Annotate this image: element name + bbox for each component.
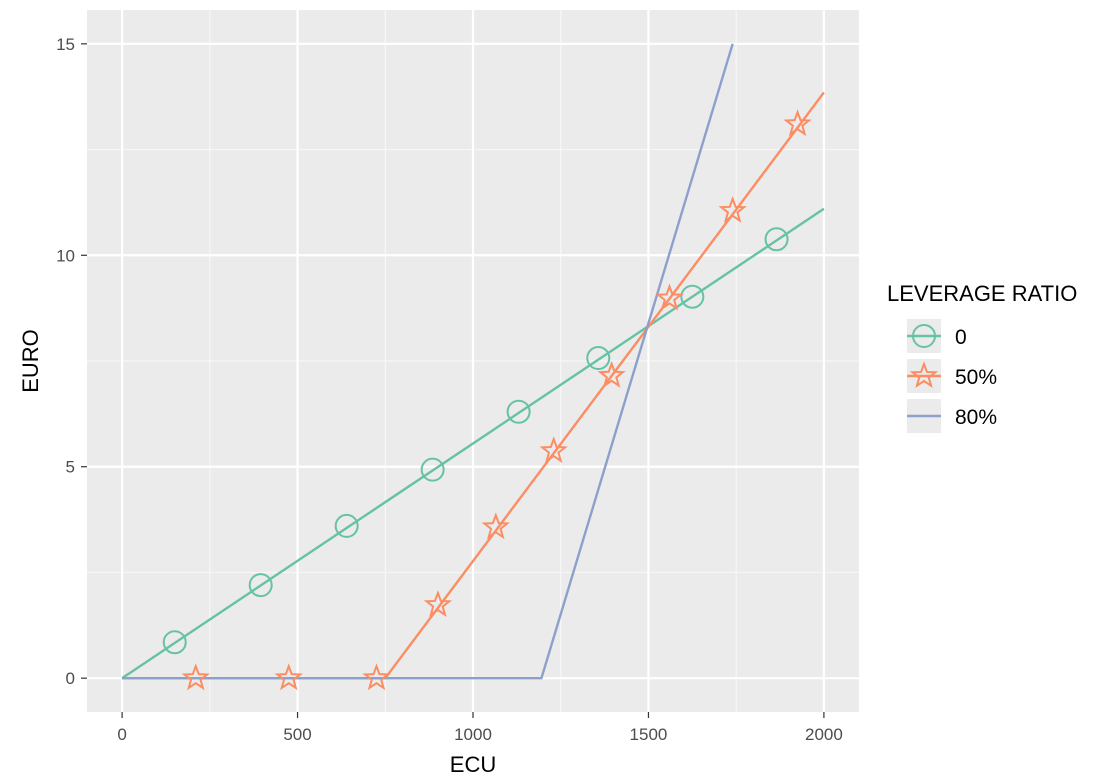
series-0-point <box>586 346 611 371</box>
series-1-point <box>362 663 391 691</box>
series-line-2 <box>122 43 734 680</box>
series-0-point <box>506 399 531 424</box>
x-tick-label: 2000 <box>805 725 843 744</box>
x-tick-label: 500 <box>283 725 311 744</box>
legend: LEVERAGE RATIO 0 50% 80% <box>887 281 1077 433</box>
x-axis-title: ECU <box>450 752 496 777</box>
y-axis-title: EURO <box>18 329 43 393</box>
series-1-point <box>181 663 210 691</box>
legend-label-0: 0 <box>955 326 967 349</box>
series-lines <box>121 43 825 680</box>
series-0-point <box>420 457 445 482</box>
series-1-point <box>423 590 453 618</box>
x-tick-label: 1000 <box>454 725 492 744</box>
y-tick-label: 0 <box>66 669 75 688</box>
series-1-point <box>597 360 626 388</box>
legend-items: 0 50% 80% <box>907 319 997 433</box>
legend-label-1: 50% <box>955 366 997 389</box>
series-0-point <box>764 227 789 252</box>
x-tick-label: 1500 <box>630 725 668 744</box>
axis-ticks <box>81 43 825 718</box>
x-tick-label: 0 <box>117 725 126 744</box>
series-0-point <box>248 573 273 598</box>
major-gridlines <box>87 10 859 712</box>
series-1-point <box>274 663 303 691</box>
series-1-point <box>655 283 684 311</box>
legend-key-1 <box>907 359 941 393</box>
series-1-point <box>481 512 510 540</box>
series-line-0 <box>121 207 825 680</box>
y-tick-label: 10 <box>56 246 75 265</box>
series-0-point <box>334 513 359 538</box>
series-1-point <box>539 436 568 464</box>
legend-key-marker <box>912 324 936 348</box>
series-1-point <box>783 109 812 137</box>
series-0-point <box>162 630 187 655</box>
legend-label-2: 80% <box>955 406 997 429</box>
tick-labels: 0 500 1000 1500 2000 0 5 10 15 <box>56 35 843 744</box>
series-0-point <box>680 284 705 309</box>
legend-title: LEVERAGE RATIO <box>887 281 1077 306</box>
series-1-point <box>718 195 747 223</box>
legend-key-0 <box>907 319 941 353</box>
series-markers <box>162 109 812 691</box>
y-tick-label: 5 <box>66 458 75 477</box>
legend-key-marker <box>909 361 939 389</box>
legend-key-2 <box>907 399 941 433</box>
y-tick-label: 15 <box>56 35 75 54</box>
